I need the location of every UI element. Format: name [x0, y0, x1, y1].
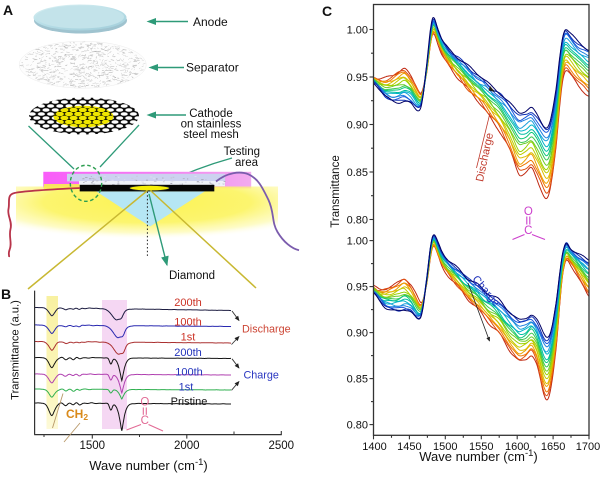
svg-text:C: C — [141, 415, 149, 427]
svg-text:O: O — [140, 397, 149, 409]
svg-text:Transmittance: Transmittance — [330, 155, 342, 227]
svg-text:0.90: 0.90 — [347, 120, 368, 132]
svg-text:1500: 1500 — [80, 440, 106, 452]
svg-text:0.85: 0.85 — [347, 167, 368, 179]
svg-text:Wave number (cm-1): Wave number (cm-1) — [89, 457, 208, 474]
svg-text:Discharge: Discharge — [242, 323, 291, 335]
svg-text:2500: 2500 — [269, 440, 295, 452]
svg-text:1.00: 1.00 — [347, 25, 368, 37]
svg-text:Separator: Separator — [186, 61, 239, 75]
svg-text:0.80: 0.80 — [347, 420, 368, 432]
svg-text:0.95: 0.95 — [347, 72, 368, 84]
svg-text:A: A — [3, 2, 13, 18]
svg-text:Wave number (cm-1): Wave number (cm-1) — [419, 448, 538, 465]
svg-text:Diamond: Diamond — [169, 270, 215, 282]
svg-text:1450: 1450 — [397, 441, 421, 453]
svg-text:0.95: 0.95 — [347, 282, 368, 294]
svg-text:1.00: 1.00 — [347, 236, 368, 248]
svg-text:C: C — [322, 3, 332, 19]
svg-text:steel mesh: steel mesh — [183, 129, 239, 141]
svg-text:1st: 1st — [179, 382, 194, 394]
svg-text:100th: 100th — [174, 317, 202, 329]
svg-text:0.85: 0.85 — [347, 374, 368, 386]
svg-text:Anode: Anode — [193, 15, 228, 29]
svg-text:Pristine: Pristine — [171, 396, 208, 408]
svg-text:1650: 1650 — [541, 441, 565, 453]
svg-text:Transmittance (a.u.): Transmittance (a.u.) — [9, 300, 21, 400]
svg-text:0.80: 0.80 — [347, 215, 368, 227]
svg-text:1st: 1st — [181, 332, 196, 344]
svg-text:100th: 100th — [175, 367, 203, 379]
svg-text:C: C — [524, 225, 532, 237]
svg-text:0.90: 0.90 — [347, 328, 368, 340]
svg-text:200th: 200th — [174, 347, 202, 359]
svg-text:O: O — [524, 206, 533, 218]
svg-text:Charge: Charge — [244, 369, 279, 381]
svg-text:1700: 1700 — [576, 441, 600, 453]
svg-text:B: B — [1, 286, 11, 302]
svg-text:200th: 200th — [174, 297, 202, 309]
svg-text:2000: 2000 — [174, 440, 200, 452]
svg-text:1400: 1400 — [362, 441, 386, 453]
svg-text:area: area — [235, 157, 259, 169]
